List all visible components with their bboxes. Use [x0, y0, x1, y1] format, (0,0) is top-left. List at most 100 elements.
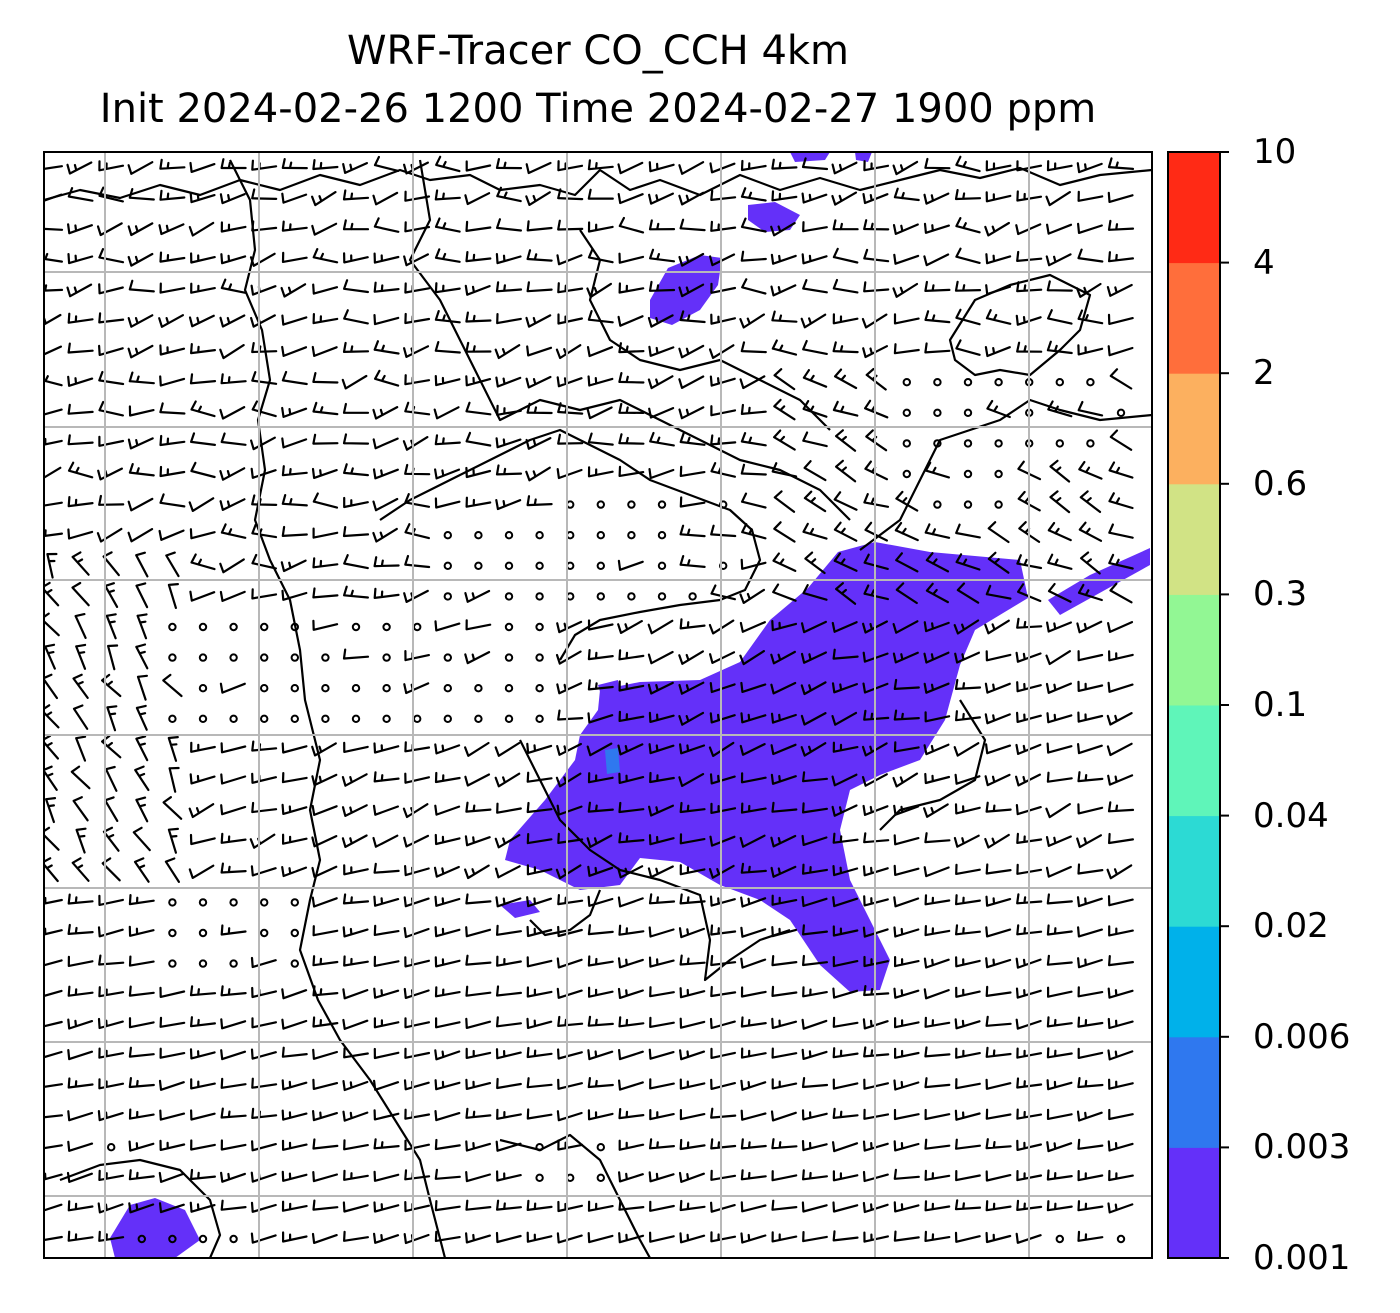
wind-barb [739, 313, 765, 329]
wind-barb [987, 551, 1010, 574]
wind-barb [44, 1050, 63, 1059]
wind-barb [894, 1017, 920, 1029]
wind-barb [555, 772, 582, 788]
colorbar-tick-label: 0.02 [1253, 906, 1329, 947]
calm-wind-marker [535, 622, 544, 632]
wind-barb [188, 221, 215, 237]
wind-barb [1108, 461, 1134, 479]
wind-barb [434, 1110, 461, 1122]
wind-barb [373, 742, 400, 754]
wind-barb [104, 765, 118, 792]
wind-barb [955, 894, 981, 906]
wind-barb [312, 248, 339, 264]
wind-barb [220, 278, 247, 294]
wind-barb [832, 278, 859, 294]
wind-barb [985, 160, 1012, 172]
wind-barb [679, 1138, 706, 1151]
wind-barb [343, 955, 369, 967]
wind-barb [127, 252, 154, 267]
calm-wind-marker [657, 500, 667, 509]
wind-barb [434, 1079, 461, 1091]
wind-barb [679, 310, 706, 324]
wind-barb [587, 1015, 614, 1027]
wind-barb [1077, 863, 1104, 875]
wind-barb [1078, 521, 1103, 542]
wind-barb [1079, 490, 1102, 513]
wind-barb [924, 157, 951, 170]
wind-barb [188, 497, 215, 512]
wind-barb [557, 832, 584, 844]
wind-barb [496, 985, 522, 997]
wind-barb [557, 894, 584, 906]
wind-barb [343, 585, 369, 599]
wind-barb [434, 1200, 461, 1212]
wind-barb [1080, 551, 1101, 575]
wind-barb [739, 743, 766, 756]
wind-barb [526, 249, 553, 262]
calm-wind-marker [168, 928, 177, 938]
wind-barb [740, 681, 767, 693]
wind-barb [189, 1201, 216, 1213]
wind-barb [984, 713, 1011, 725]
wind-barb [985, 1078, 1012, 1090]
wind-barb [373, 217, 400, 233]
wind-barb [343, 252, 369, 264]
calm-wind-marker [198, 898, 208, 907]
wind-barb [893, 987, 920, 999]
wind-barb [740, 432, 767, 447]
wind-barb [251, 220, 278, 232]
wind-barb [434, 895, 461, 907]
wind-barb [834, 368, 858, 390]
wind-barb [526, 281, 553, 293]
calm-wind-marker [198, 1234, 208, 1244]
wind-barb [557, 1015, 584, 1027]
wind-barb-layer [44, 155, 1135, 1245]
wind-barb [98, 312, 125, 324]
wind-barb [832, 987, 859, 999]
wind-barb [343, 1139, 369, 1151]
calm-wind-marker [1086, 439, 1095, 448]
wind-barb [773, 490, 796, 513]
wind-barb [832, 1107, 859, 1119]
wind-barb [343, 1230, 369, 1242]
wind-barb [1047, 553, 1073, 570]
wind-barb [159, 251, 186, 263]
wind-barb [740, 463, 767, 476]
wind-barb [465, 1017, 492, 1029]
wind-barb [587, 310, 614, 324]
calm-wind-marker [1055, 378, 1065, 387]
wind-barb [955, 710, 981, 722]
wind-barb [220, 804, 247, 816]
plume-southwest-patch [110, 1198, 200, 1258]
calm-wind-marker [290, 714, 299, 723]
wind-barb [709, 253, 736, 267]
calm-wind-marker [290, 928, 299, 938]
wind-barb [434, 620, 461, 632]
wind-barb [220, 1139, 247, 1151]
wind-barb [465, 341, 492, 353]
wind-barb [250, 1048, 277, 1060]
wind-barb [343, 741, 369, 753]
wind-barb [893, 834, 920, 846]
wind-barb [893, 1168, 920, 1180]
wind-barb [190, 252, 216, 264]
wind-barb [311, 773, 338, 787]
wind-barb [434, 248, 461, 263]
wind-barb [1045, 835, 1072, 847]
wind-barb [167, 827, 179, 854]
wind-barb [1049, 490, 1071, 514]
wind-barb [985, 926, 1012, 938]
wind-barb [771, 1078, 798, 1090]
wind-barb [281, 525, 308, 537]
map-area [44, 152, 1152, 1258]
wind-barb [526, 771, 553, 783]
wind-barb [159, 986, 186, 998]
wind-barb [893, 741, 920, 753]
wind-barb [861, 313, 888, 329]
wind-barb [740, 1232, 767, 1244]
wind-barb [709, 162, 736, 174]
wind-barb [342, 219, 370, 231]
wind-barb [494, 344, 521, 360]
wind-barb [342, 526, 370, 538]
wind-barb [281, 1018, 308, 1030]
